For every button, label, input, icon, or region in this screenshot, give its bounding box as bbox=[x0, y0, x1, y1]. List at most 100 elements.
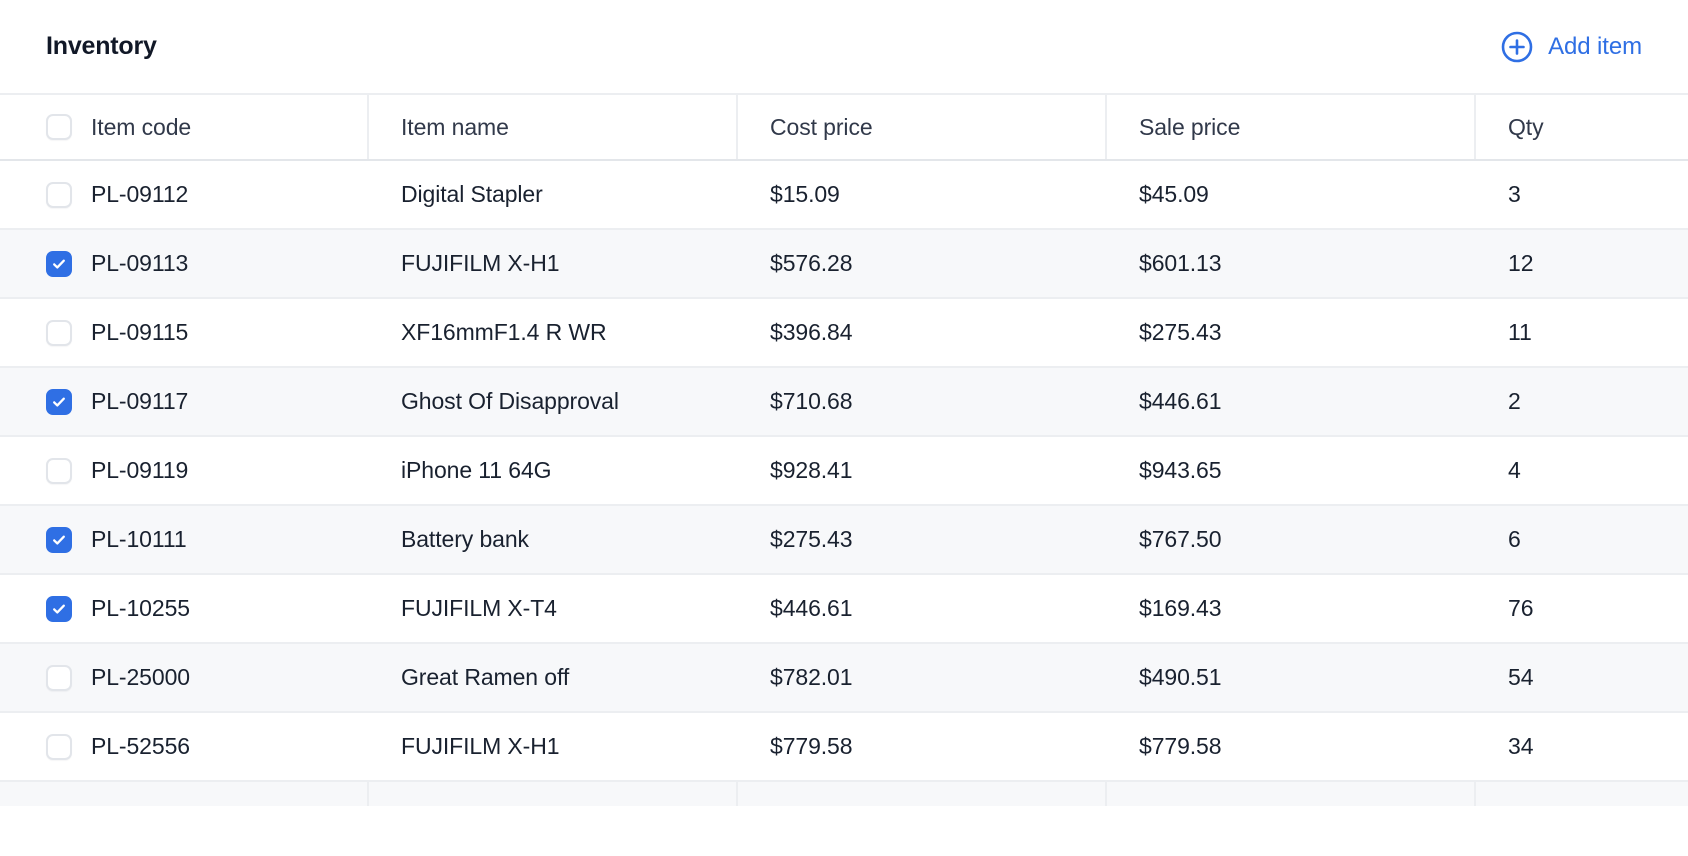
cell-cost-price: $782.01 bbox=[738, 644, 1107, 711]
value-sale-price: $490.51 bbox=[1139, 664, 1222, 690]
value-sale-price: $275.43 bbox=[1139, 319, 1222, 345]
value-item-name: Great Ramen off bbox=[401, 664, 570, 690]
cell-sale-price: $601.13 bbox=[1107, 230, 1476, 297]
cell-sale-price: $490.51 bbox=[1107, 644, 1476, 711]
table-row[interactable]: PL-09119 iPhone 11 64G $928.41 $943.65 4 bbox=[0, 437, 1688, 506]
plus-circle-icon bbox=[1501, 31, 1533, 63]
table-row[interactable]: PL-09112 Digital Stapler $15.09 $45.09 3 bbox=[0, 161, 1688, 230]
cell-item-name: Great Ramen off bbox=[369, 644, 738, 711]
header-cell-item-code: Item code bbox=[0, 95, 369, 159]
cell-item-code: PL-09117 bbox=[0, 368, 369, 435]
cell-item-code: PL-09113 bbox=[0, 230, 369, 297]
value-item-name: Ghost Of Disapproval bbox=[401, 388, 619, 414]
table-row[interactable]: PL-09115 XF16mmF1.4 R WR $396.84 $275.43 11 bbox=[0, 299, 1688, 368]
cell-cost-price: $779.58 bbox=[738, 713, 1107, 780]
value-qty: 11 bbox=[1508, 319, 1532, 345]
table-row[interactable]: PL-10255 FUJIFILM X-T4 $446.61 $169.43 76 bbox=[0, 575, 1688, 644]
value-item-code: PL-09115 bbox=[91, 319, 189, 345]
inventory-table: Item code Item name Cost price Sale pric… bbox=[0, 95, 1688, 806]
value-qty: 34 bbox=[1508, 733, 1534, 759]
cell-cost-price: $275.43 bbox=[738, 506, 1107, 573]
cell-item-name: FUJIFILM X-H1 bbox=[369, 230, 738, 297]
value-item-code: PL-25000 bbox=[91, 664, 190, 690]
value-cost-price: $396.84 bbox=[770, 319, 853, 345]
value-item-code: PL-09112 bbox=[91, 181, 189, 207]
value-qty: 6 bbox=[1508, 526, 1521, 552]
cell-item-code: PL-10255 bbox=[0, 575, 369, 642]
row-select-checkbox[interactable] bbox=[46, 664, 72, 691]
value-sale-price: $446.61 bbox=[1139, 388, 1222, 414]
add-item-label: Add item bbox=[1548, 32, 1642, 60]
table-row[interactable]: PL-52556 FUJIFILM X-H1 $779.58 $779.58 34 bbox=[0, 713, 1688, 782]
cell-sale-price: $767.50 bbox=[1107, 506, 1476, 573]
value-item-name: Battery bank bbox=[401, 526, 529, 552]
header-label-item-name: Item name bbox=[401, 113, 509, 140]
cell-qty: 2 bbox=[1476, 368, 1688, 435]
value-sale-price: $779.58 bbox=[1139, 733, 1222, 759]
header-cell-qty: Qty bbox=[1476, 95, 1688, 159]
value-qty: 2 bbox=[1508, 388, 1521, 414]
cell-item-code: PL-52556 bbox=[0, 713, 369, 780]
value-item-name: FUJIFILM X-T4 bbox=[401, 595, 557, 621]
row-select-checkbox[interactable] bbox=[46, 388, 72, 415]
header-cell-item-name: Item name bbox=[369, 95, 738, 159]
cell-sale-price: $943.65 bbox=[1107, 437, 1476, 504]
table-row[interactable]: PL-25000 Great Ramen off $782.01 $490.51 54 bbox=[0, 644, 1688, 713]
table-row[interactable]: PL-09117 Ghost Of Disapproval $710.68 $446.… bbox=[0, 368, 1688, 437]
value-item-code: PL-09117 bbox=[91, 388, 189, 414]
table-row[interactable]: PL-10111 Battery bank $275.43 $767.50 6 bbox=[0, 506, 1688, 575]
row-select-checkbox[interactable] bbox=[46, 457, 72, 484]
cell-item-code: PL-25000 bbox=[0, 644, 369, 711]
cell-sale-price: $45.09 bbox=[1107, 161, 1476, 228]
cell-item-name: Digital Stapler bbox=[369, 161, 738, 228]
value-cost-price: $779.58 bbox=[770, 733, 853, 759]
value-cost-price: $710.68 bbox=[770, 388, 853, 414]
value-cost-price: $446.61 bbox=[770, 595, 853, 621]
cell-item-name: FUJIFILM X-T4 bbox=[369, 575, 738, 642]
header-cell-cost-price: Cost price bbox=[738, 95, 1107, 159]
table-row[interactable]: PL-09113 FUJIFILM X-H1 $576.28 $601.13 12 bbox=[0, 230, 1688, 299]
cell-qty: 6 bbox=[1476, 506, 1688, 573]
value-cost-price: $15.09 bbox=[770, 181, 840, 207]
cell-sale-price: $779.58 bbox=[1107, 713, 1476, 780]
header-label-qty: Qty bbox=[1508, 113, 1544, 140]
value-item-name: iPhone 11 64G bbox=[401, 457, 552, 483]
cell-cost-price: $446.61 bbox=[738, 575, 1107, 642]
value-item-name: Digital Stapler bbox=[401, 181, 543, 207]
page-title: Inventory bbox=[46, 32, 157, 60]
table-body: PL-09112 Digital Stapler $15.09 $45.09 3 PL-0… bbox=[0, 161, 1688, 782]
cell-cost-price: $576.28 bbox=[738, 230, 1107, 297]
value-qty: 4 bbox=[1508, 457, 1521, 483]
value-sale-price: $169.43 bbox=[1139, 595, 1222, 621]
value-item-code: PL-52556 bbox=[91, 733, 190, 759]
row-select-checkbox[interactable] bbox=[46, 733, 72, 760]
value-cost-price: $782.01 bbox=[770, 664, 853, 690]
value-item-name: FUJIFILM X-H1 bbox=[401, 250, 560, 276]
row-select-checkbox[interactable] bbox=[46, 181, 72, 208]
value-item-code: PL-10255 bbox=[91, 595, 190, 621]
header-label-item-code: Item code bbox=[91, 113, 192, 140]
select-all-checkbox[interactable] bbox=[46, 114, 72, 140]
value-item-code: PL-09113 bbox=[91, 250, 189, 276]
value-item-code: PL-10111 bbox=[91, 526, 187, 552]
row-select-checkbox[interactable] bbox=[46, 319, 72, 346]
row-select-checkbox[interactable] bbox=[46, 595, 72, 622]
value-qty: 3 bbox=[1508, 181, 1521, 207]
cell-sale-price: $275.43 bbox=[1107, 299, 1476, 366]
cell-item-name: iPhone 11 64G bbox=[369, 437, 738, 504]
value-sale-price: $767.50 bbox=[1139, 526, 1222, 552]
cell-qty: 12 bbox=[1476, 230, 1688, 297]
cell-item-code: PL-10111 bbox=[0, 506, 369, 573]
value-item-code: PL-09119 bbox=[91, 457, 189, 483]
cell-sale-price: $169.43 bbox=[1107, 575, 1476, 642]
table-header-row: Item code Item name Cost price Sale pric… bbox=[0, 95, 1688, 161]
row-select-checkbox[interactable] bbox=[46, 250, 72, 277]
row-select-checkbox[interactable] bbox=[46, 526, 72, 553]
header-label-sale-price: Sale price bbox=[1139, 113, 1241, 140]
cell-item-code: PL-09115 bbox=[0, 299, 369, 366]
add-item-button[interactable]: Add item bbox=[1495, 27, 1648, 67]
value-qty: 54 bbox=[1508, 664, 1534, 690]
cell-qty: 4 bbox=[1476, 437, 1688, 504]
value-cost-price: $576.28 bbox=[770, 250, 853, 276]
